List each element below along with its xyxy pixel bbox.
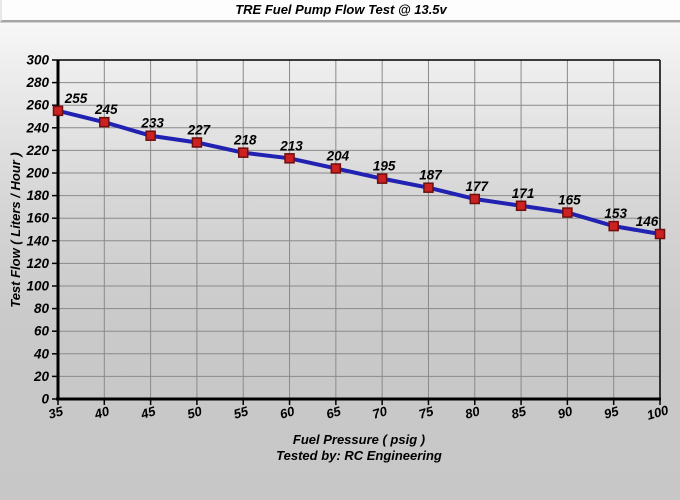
data-point-marker xyxy=(330,163,342,174)
data-point-label: 165 xyxy=(558,193,581,208)
y-tick-label: 200 xyxy=(25,166,49,181)
y-tick-label: 140 xyxy=(26,233,49,248)
data-point-label: 218 xyxy=(233,133,257,148)
x-tick-label: 40 xyxy=(92,403,112,422)
y-tick-label: 100 xyxy=(26,279,49,294)
data-point-marker xyxy=(145,130,156,141)
x-tick-label: 85 xyxy=(510,403,529,422)
x-tick-label: 60 xyxy=(278,403,297,422)
y-tick-label: 60 xyxy=(34,324,50,339)
x-tick-label: 95 xyxy=(602,403,621,422)
data-point-label: 146 xyxy=(636,214,659,229)
data-point-label: 171 xyxy=(512,186,535,201)
x-axis-title: Fuel Pressure ( psig ) xyxy=(292,432,426,447)
data-point-marker xyxy=(284,153,295,164)
x-tick-label: 45 xyxy=(138,403,158,422)
x-tick-label: 50 xyxy=(185,403,204,422)
data-point-marker xyxy=(52,105,64,117)
data-point-label: 245 xyxy=(94,102,118,117)
data-point-marker xyxy=(99,116,110,128)
x-tick-label: 90 xyxy=(556,403,575,422)
x-tick-label: 75 xyxy=(417,403,436,422)
y-tick-label: 240 xyxy=(25,120,49,135)
data-point-label: 255 xyxy=(64,91,88,106)
y-tick-label: 260 xyxy=(25,98,49,113)
data-point-marker xyxy=(376,173,388,184)
x-tick-label: 80 xyxy=(463,403,482,422)
chart-title: TRE Fuel Pump Flow Test @ 13.5v xyxy=(0,0,680,22)
x-tick-label: 65 xyxy=(324,403,343,422)
x-tick-label: 100 xyxy=(645,402,671,423)
data-point-marker xyxy=(469,193,481,205)
data-point-label: 195 xyxy=(373,159,396,174)
y-axis-title: Test Flow ( Liters / Hour ) xyxy=(8,152,23,308)
y-tick-label: 80 xyxy=(34,301,50,316)
data-point-label: 177 xyxy=(466,179,490,194)
y-tick-label: 160 xyxy=(26,211,49,226)
y-tick-label: 40 xyxy=(33,346,50,361)
x-tick-label: 70 xyxy=(371,403,390,422)
data-series-line xyxy=(56,108,662,237)
data-point-marker xyxy=(423,182,434,193)
data-point-label: 204 xyxy=(326,148,350,163)
data-point-label: 213 xyxy=(279,138,303,153)
data-point-marker xyxy=(191,137,203,148)
x-tick-label: 35 xyxy=(47,403,66,422)
data-point-marker xyxy=(515,200,527,212)
y-tick-label: 300 xyxy=(26,53,49,68)
data-point-label: 227 xyxy=(187,122,212,137)
y-tick-label: 280 xyxy=(25,75,49,90)
data-point-label: 153 xyxy=(604,206,627,221)
y-tick-label: 220 xyxy=(25,143,49,158)
data-point-marker xyxy=(608,220,619,232)
data-point-label: 233 xyxy=(140,116,164,131)
y-tick-label: 120 xyxy=(26,256,49,271)
y-tick-label: 180 xyxy=(26,188,49,203)
data-point-marker xyxy=(237,147,249,158)
data-point-marker xyxy=(562,207,573,218)
x-tick-label: 55 xyxy=(232,403,251,422)
tested-by-note: Tested by: RC Engineering xyxy=(276,448,442,463)
data-point-marker xyxy=(654,228,666,240)
data-point-label: 187 xyxy=(419,168,443,183)
y-tick-label: 20 xyxy=(33,369,50,384)
y-tick-label: 0 xyxy=(41,392,49,407)
